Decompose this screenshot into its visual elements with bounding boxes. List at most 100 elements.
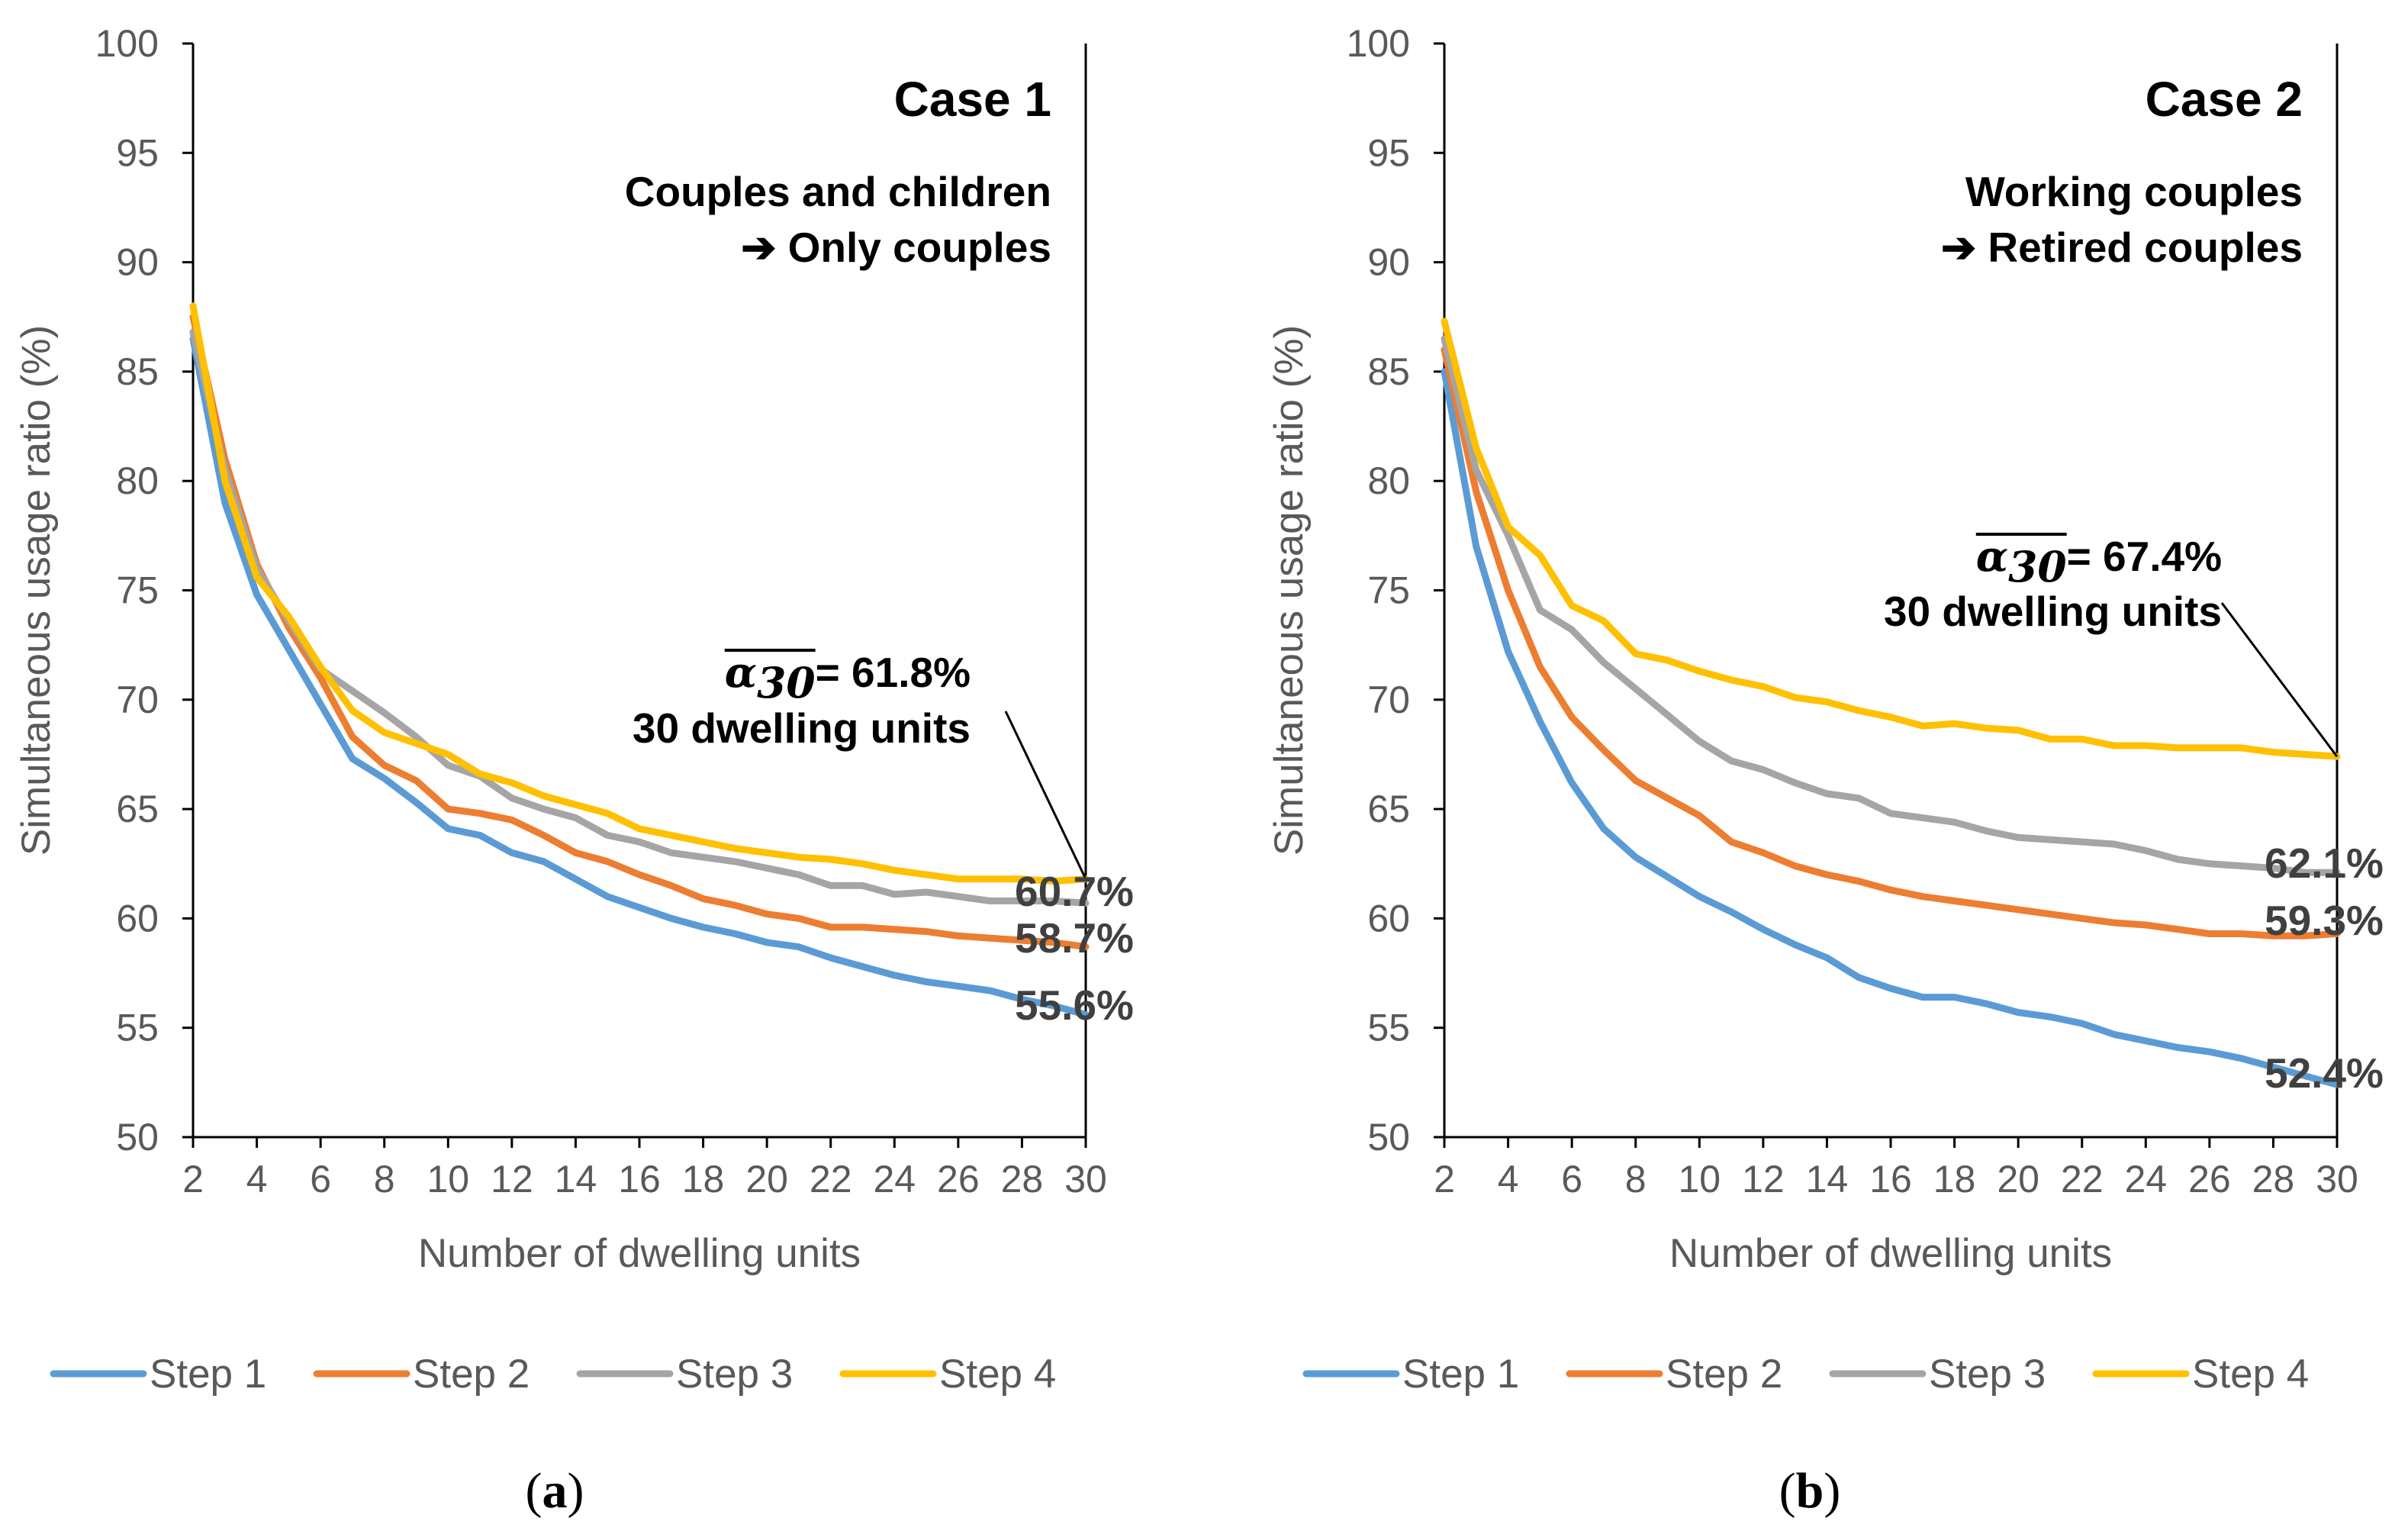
y-tick-label: 85	[116, 350, 159, 393]
series-line-step-1	[189, 335, 1090, 1018]
legend-entry: Step 3	[1829, 1352, 2046, 1397]
series-line-step-4	[1441, 317, 2341, 760]
legend-label: Step 1	[1402, 1352, 1519, 1397]
annotation-line2: 30 dwelling units	[1884, 588, 2222, 635]
alpha-symbol: α	[1976, 531, 2008, 581]
end-value-label: 60.7%	[1015, 868, 1134, 915]
x-tick-label: 16	[618, 1158, 661, 1200]
x-tick-label: 2	[1434, 1158, 1455, 1200]
legend-entry: Step 2	[313, 1352, 530, 1397]
y-axis-title: Simultaneous usage ratio (%)	[1267, 325, 1312, 856]
alpha-annotation: α30= 61.8%	[725, 647, 971, 707]
x-tick-label: 10	[1678, 1158, 1721, 1200]
y-tick-label: 65	[116, 788, 159, 830]
x-axis-title: Number of dwelling units	[418, 1231, 861, 1276]
legend-entry: Step 4	[839, 1352, 1056, 1397]
y-tick-label: 50	[1367, 1116, 1410, 1159]
x-tick-label: 20	[1997, 1158, 2039, 1200]
legend-label: Step 1	[150, 1352, 266, 1397]
x-tick-label: 6	[310, 1158, 331, 1200]
annotation-line2: 30 dwelling units	[633, 704, 971, 752]
y-axis-title: Simultaneous usage ratio (%)	[14, 325, 59, 856]
x-tick-label: 30	[1064, 1158, 1107, 1200]
end-value-label: 55.6%	[1015, 981, 1134, 1029]
chart-title: Case 2	[2146, 72, 2303, 127]
x-tick-label: 24	[873, 1158, 916, 1200]
end-value-label: 62.1%	[2265, 840, 2384, 887]
x-tick-label: 30	[2316, 1158, 2358, 1200]
x-tick-label: 22	[810, 1158, 852, 1200]
chart-subtitle-line: ➔ Retired couples	[1941, 224, 2303, 271]
y-tick-label: 75	[116, 569, 159, 612]
legend-entry: Step 4	[2092, 1352, 2309, 1397]
x-tick-label: 18	[682, 1158, 725, 1200]
y-tick-label: 95	[1367, 131, 1410, 174]
alpha-subscript: 30	[757, 658, 816, 707]
legend-label: Step 2	[413, 1352, 530, 1397]
y-tick-label: 65	[1367, 788, 1410, 830]
end-value-label: 58.7%	[1015, 914, 1134, 962]
y-tick-label: 55	[116, 1007, 159, 1049]
y-tick-label: 100	[1347, 22, 1410, 65]
y-tick-label: 100	[95, 22, 159, 65]
series-line-step-2	[189, 313, 1090, 951]
panel-label: (b)	[1779, 1463, 1841, 1519]
legend-label: Step 4	[2192, 1352, 2309, 1397]
x-tick-label: 14	[1806, 1158, 1849, 1200]
end-value-label: 52.4%	[2265, 1049, 2384, 1097]
x-tick-label: 6	[1561, 1158, 1582, 1200]
x-tick-label: 12	[1742, 1158, 1785, 1200]
x-tick-label: 16	[1869, 1158, 1912, 1200]
y-tick-label: 60	[1367, 897, 1410, 939]
legend-entry: Step 2	[1566, 1352, 1782, 1397]
panel-label: (a)	[526, 1463, 584, 1519]
y-tick-label: 95	[116, 131, 159, 174]
chart-subtitle-line: ➔ Only couples	[741, 224, 1051, 271]
series-line-step-2	[1441, 346, 2341, 939]
alpha-value: = 61.8%	[816, 649, 971, 696]
legend-label: Step 4	[939, 1352, 1056, 1397]
y-tick-label: 90	[1367, 241, 1410, 284]
series-line-step-3	[189, 328, 1090, 907]
y-tick-label: 70	[116, 678, 159, 721]
alpha-subscript: 30	[2008, 542, 2067, 591]
x-tick-label: 8	[374, 1158, 395, 1200]
y-tick-label: 50	[116, 1116, 159, 1159]
chart-subtitle-line: Couples and children	[625, 168, 1051, 215]
end-value-label: 59.3%	[2265, 897, 2384, 944]
legend-entry: Step 1	[1302, 1352, 1519, 1397]
y-tick-label: 80	[116, 459, 159, 502]
y-tick-label: 80	[1367, 459, 1410, 502]
x-tick-label: 26	[2188, 1158, 2231, 1200]
x-tick-label: 28	[2252, 1158, 2295, 1200]
x-tick-label: 12	[491, 1158, 533, 1200]
series-line-step-3	[1441, 335, 2341, 876]
x-tick-label: 4	[246, 1158, 268, 1200]
x-tick-label: 22	[2061, 1158, 2104, 1200]
x-tick-label: 18	[1933, 1158, 1976, 1200]
legend-label: Step 3	[1929, 1352, 2046, 1397]
alpha-symbol: α	[725, 647, 757, 697]
legend-entry: Step 3	[576, 1352, 793, 1397]
chart-subtitle-line: Working couples	[1965, 168, 2303, 215]
alpha-value: = 67.4%	[2067, 533, 2222, 580]
x-tick-label: 14	[555, 1158, 597, 1200]
legend-entry: Step 1	[50, 1352, 266, 1397]
x-tick-label: 10	[427, 1158, 469, 1200]
alpha-annotation: α30= 67.4%	[1976, 531, 2222, 591]
y-tick-label: 85	[1367, 350, 1410, 393]
x-axis-title: Number of dwelling units	[1669, 1231, 2112, 1276]
annotation-leader-line	[2220, 602, 2339, 758]
y-tick-label: 75	[1367, 569, 1410, 612]
y-tick-label: 60	[116, 897, 159, 939]
x-tick-label: 28	[1001, 1158, 1044, 1200]
series-line-step-4	[189, 302, 1090, 885]
x-tick-label: 26	[937, 1158, 980, 1200]
y-tick-label: 90	[116, 241, 159, 284]
chart-title: Case 1	[894, 72, 1051, 127]
x-tick-label: 24	[2124, 1158, 2167, 1200]
legend-label: Step 2	[1666, 1352, 1782, 1397]
y-tick-label: 55	[1367, 1007, 1410, 1049]
